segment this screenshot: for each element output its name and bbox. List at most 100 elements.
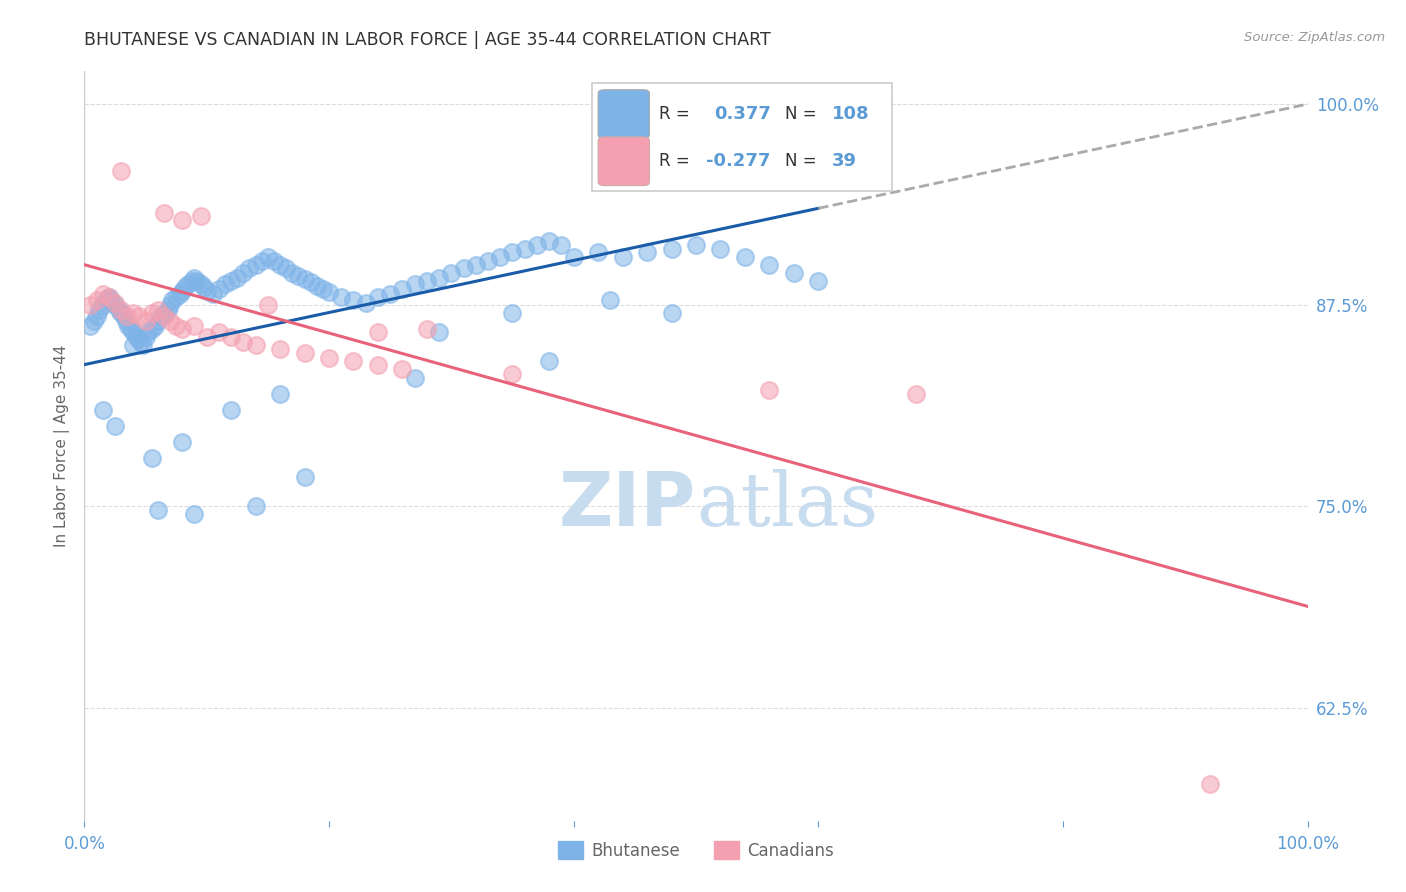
Point [146,502,169,516]
Point [477,254,499,268]
Point [391,362,413,376]
Point [245,258,267,272]
Point [245,338,267,352]
Text: -0.277: -0.277 [706,153,770,170]
Point [318,285,340,299]
Point [250,254,273,268]
Point [172,322,194,336]
Point [136,326,159,340]
Text: N =: N = [786,105,817,123]
Point [502,244,524,259]
Point [734,250,756,264]
Point [153,306,176,320]
Point [208,282,231,296]
Point [550,238,572,252]
Point [190,277,212,291]
Point [354,296,377,310]
Point [219,274,242,288]
Point [128,310,150,324]
Point [416,274,439,288]
Point [612,250,634,264]
Point [269,342,291,356]
Point [294,272,316,286]
Text: 0.377: 0.377 [714,105,772,123]
Point [177,277,200,291]
Point [538,354,561,368]
Point [440,266,463,280]
Point [238,260,260,275]
Point [219,330,242,344]
Point [201,286,224,301]
Point [502,306,524,320]
Point [156,302,179,317]
Point [159,314,181,328]
Point [122,326,145,340]
Point [193,280,215,294]
Point [257,250,280,264]
Point [489,250,512,264]
Point [391,282,413,296]
Point [219,402,242,417]
Text: ZIP: ZIP [558,469,696,542]
Point [195,284,218,298]
Point [287,268,309,283]
Text: Source: ZipAtlas.com: Source: ZipAtlas.com [1244,31,1385,45]
Point [276,260,298,275]
Text: R =: R = [659,153,690,170]
Point [162,293,184,308]
Point [367,326,389,340]
Point [129,334,152,349]
Point [526,238,548,252]
Point [305,278,328,293]
Point [120,322,142,336]
Point [141,306,163,320]
Point [758,384,780,398]
Text: N =: N = [786,153,817,170]
Point [86,310,108,324]
Point [132,338,155,352]
Point [758,258,780,272]
Point [380,286,402,301]
Point [115,310,138,324]
Point [127,332,149,346]
Point [169,286,191,301]
Point [404,277,426,291]
Point [143,318,166,333]
Point [1198,776,1220,790]
Point [165,318,187,333]
Point [232,266,254,280]
Point [636,244,658,259]
Point [186,274,208,288]
Point [502,368,524,382]
Text: 108: 108 [832,105,869,123]
Point [153,310,176,324]
Point [91,402,114,417]
Point [135,314,157,328]
Point [427,270,450,285]
Point [232,334,254,349]
Point [195,330,218,344]
Point [685,238,707,252]
Point [269,258,291,272]
Point [91,298,114,312]
Point [269,386,291,401]
Point [783,266,806,280]
Point [464,258,486,272]
Point [183,270,205,285]
Point [416,322,439,336]
Point [190,210,212,224]
FancyBboxPatch shape [592,83,891,191]
Point [104,296,127,310]
Point [153,206,176,220]
Point [342,293,364,308]
Point [245,500,267,514]
Point [104,418,127,433]
Point [100,293,122,308]
Point [281,266,304,280]
Point [97,290,120,304]
Point [661,306,683,320]
FancyBboxPatch shape [598,90,650,138]
Point [159,298,181,312]
Text: atlas: atlas [696,469,879,542]
Point [141,451,163,466]
